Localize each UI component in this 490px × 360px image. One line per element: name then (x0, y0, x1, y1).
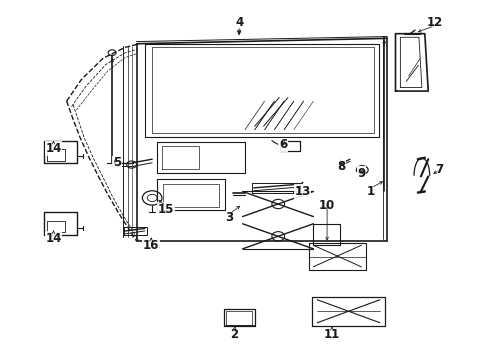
Text: 9: 9 (357, 167, 366, 180)
Text: 8: 8 (338, 160, 346, 173)
Text: 10: 10 (319, 199, 335, 212)
Text: 6: 6 (279, 138, 287, 151)
Text: 14: 14 (45, 142, 62, 155)
Text: 4: 4 (235, 17, 243, 30)
Text: 14: 14 (45, 231, 62, 244)
Circle shape (360, 168, 365, 172)
Text: 1: 1 (367, 185, 375, 198)
Text: 2: 2 (230, 328, 238, 341)
Text: 15: 15 (158, 203, 174, 216)
Text: 7: 7 (436, 163, 443, 176)
Text: 12: 12 (426, 17, 442, 30)
Text: 13: 13 (294, 185, 311, 198)
Text: 16: 16 (143, 239, 159, 252)
Text: 11: 11 (324, 328, 340, 341)
Text: 5: 5 (113, 156, 121, 169)
Text: 3: 3 (225, 211, 233, 224)
